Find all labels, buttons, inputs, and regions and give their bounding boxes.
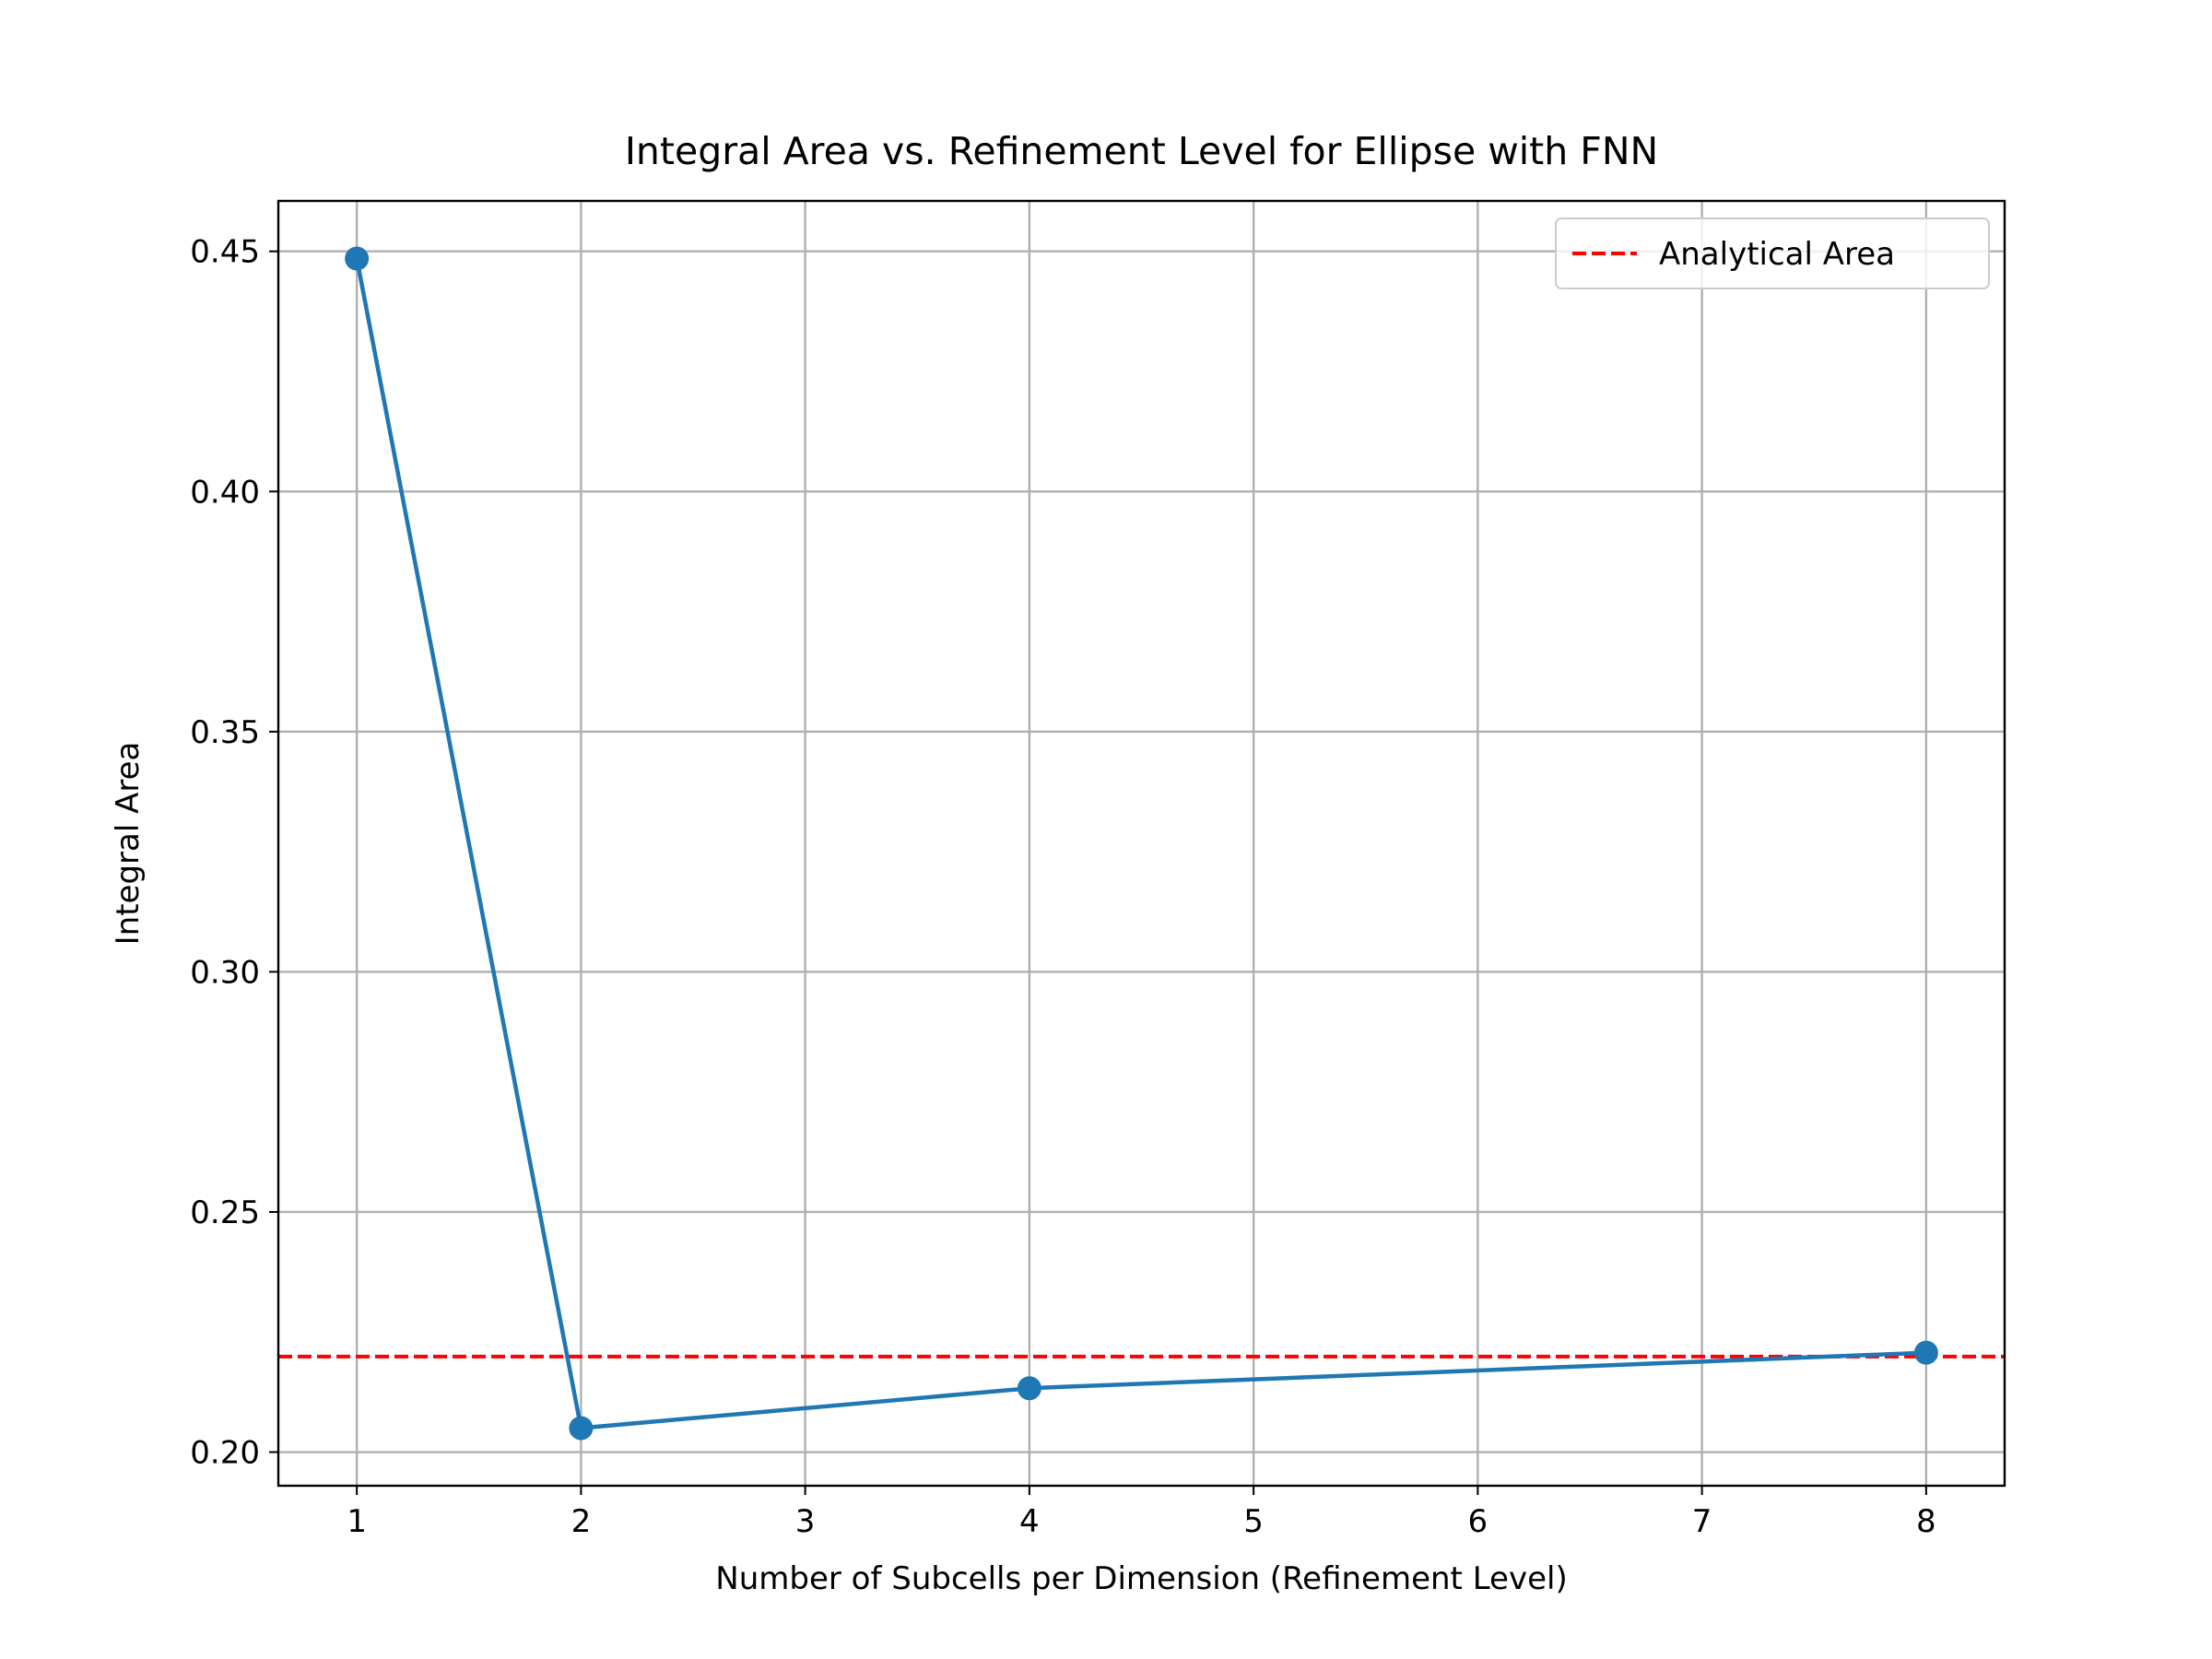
y-tick-label: 0.35 [190, 714, 260, 751]
series-layer [345, 246, 1938, 1441]
grid [278, 201, 2005, 1486]
x-axis-label: Number of Subcells per Dimension (Refine… [715, 1560, 1567, 1597]
chart-title: Integral Area vs. Refinement Level for E… [625, 129, 1658, 173]
x-tick-label: 4 [1019, 1503, 1040, 1540]
series-line [354, 258, 1926, 1430]
data-point [1913, 1340, 1938, 1365]
x-tick-label: 1 [347, 1503, 367, 1540]
x-tick-label: 2 [571, 1503, 592, 1540]
x-tick-label: 7 [1692, 1503, 1712, 1540]
legend-label-analytical-area: Analytical Area [1659, 236, 1895, 273]
axes-frame [276, 199, 2006, 1488]
data-point [345, 246, 370, 271]
y-tick-label: 0.45 [190, 234, 260, 271]
y-tick-label: 0.30 [190, 954, 260, 991]
ticks: 1 2 3 4 5 6 7 8 0.20 0.25 0.30 0.35 0.40 0.45 [190, 234, 1936, 1540]
y-tick-label: 0.20 [190, 1435, 260, 1472]
x-tick-label: 5 [1243, 1503, 1264, 1540]
legend: Analytical Area [1555, 218, 1990, 289]
y-tick-label: 0.40 [190, 474, 260, 511]
y-tick-label: 0.25 [190, 1194, 260, 1231]
x-tick-label: 6 [1468, 1503, 1488, 1540]
legend-box [1555, 218, 1990, 289]
y-axis-label: Integral Area [110, 742, 147, 946]
data-point [569, 1416, 594, 1441]
data-point [1017, 1376, 1041, 1401]
x-tick-label: 8 [1916, 1503, 1936, 1540]
x-tick-label: 3 [795, 1503, 816, 1540]
